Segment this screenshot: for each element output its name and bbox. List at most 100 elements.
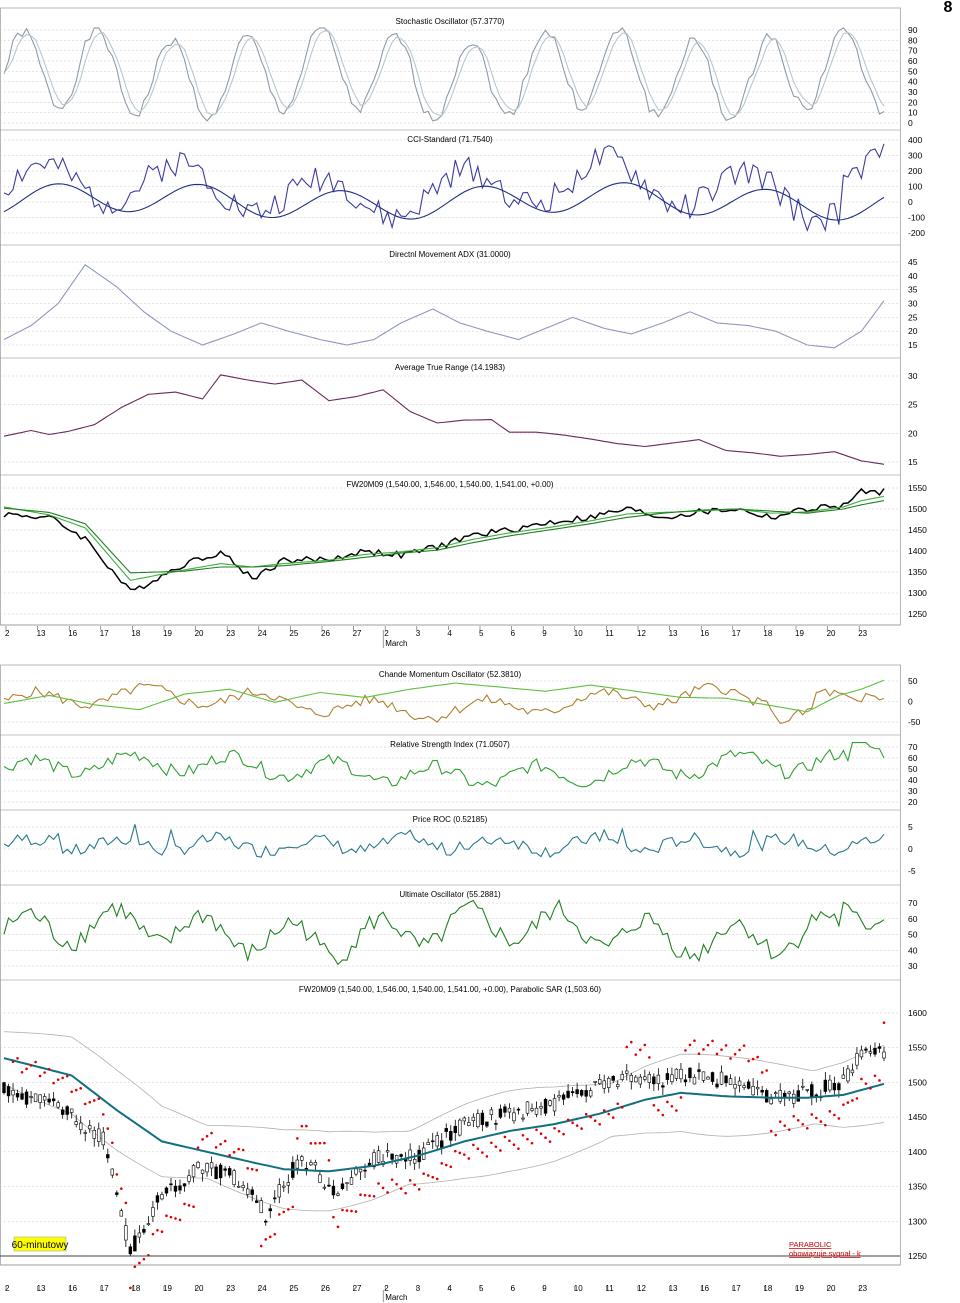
candle-body (264, 1220, 268, 1223)
sar-dot (205, 1134, 209, 1138)
candle-body (33, 1093, 38, 1102)
candle-body (24, 1091, 29, 1105)
candle-body (101, 1131, 105, 1146)
candle-body (56, 1102, 60, 1108)
candle-body (543, 1098, 548, 1114)
y-tick-label: 20 (908, 797, 918, 807)
sar-dot (431, 1175, 435, 1179)
candle-body (846, 1068, 850, 1082)
y-tick-label: 70 (908, 742, 918, 752)
sar-dot (629, 1040, 633, 1044)
candle-body (345, 1182, 349, 1184)
sar-dot (747, 1059, 750, 1063)
candle-body (498, 1108, 503, 1118)
candle-body (300, 1156, 304, 1161)
x-tick-label: 18 (763, 629, 772, 638)
candle-body (390, 1153, 394, 1160)
sar-dot (535, 1128, 538, 1132)
sar-dot (512, 1143, 516, 1147)
candle-body (440, 1140, 444, 1148)
candle-body (670, 1074, 674, 1082)
month-label: March (385, 1293, 407, 1302)
sar-dot (88, 1100, 92, 1104)
x-tick-label: 18 (131, 1284, 140, 1293)
sar-dot (435, 1177, 439, 1181)
y-tick-label: 50 (908, 930, 918, 940)
x-tick-label: 2 (384, 1284, 389, 1293)
parabolic-label-text: obowiązuje sygnał - k (789, 1249, 861, 1258)
candle-body (674, 1068, 679, 1079)
candle-body (182, 1183, 187, 1187)
sar-dot (643, 1043, 647, 1047)
cmo-avg-line (3, 679, 885, 713)
candle-body (625, 1070, 629, 1074)
sar-dot (878, 1079, 881, 1082)
sar-dot (738, 1048, 741, 1052)
y-tick-label: 80 (908, 35, 918, 45)
sar-dot (517, 1147, 520, 1150)
candle-body (634, 1076, 638, 1083)
candle-body (548, 1100, 552, 1106)
sar-dot (467, 1157, 471, 1160)
y-tick-label: 50 (908, 764, 918, 774)
sar-dot (625, 1045, 629, 1049)
sar-dot (769, 1129, 773, 1133)
candle-body (137, 1232, 142, 1238)
x-tick-label: 27 (353, 629, 362, 638)
candle-body (882, 1051, 886, 1059)
sar-dot (440, 1162, 444, 1165)
candle-body (376, 1150, 381, 1163)
sar-dot (526, 1137, 529, 1141)
sar-dot (846, 1101, 850, 1104)
sar-dot (165, 1214, 168, 1218)
x-tick-label: 11 (605, 629, 614, 638)
sar-dot (70, 1090, 73, 1094)
candle-body (372, 1152, 376, 1168)
sar-dot (83, 1102, 87, 1106)
sar-dot (562, 1132, 565, 1136)
candle-body (792, 1093, 796, 1104)
sar-dot (693, 1039, 696, 1042)
candle-body (643, 1076, 647, 1080)
sar-dot (521, 1133, 525, 1137)
lower-frame (0, 664, 901, 1266)
candle-body (435, 1135, 439, 1147)
candle-body (873, 1047, 877, 1055)
sar-dot (120, 1187, 123, 1190)
sar-dot (842, 1103, 845, 1106)
candle-body (539, 1106, 543, 1109)
sar-dot (61, 1076, 64, 1080)
candle-body (309, 1162, 313, 1166)
sar-dot (115, 1173, 119, 1176)
sar-dot (824, 1123, 827, 1127)
sar-dot (611, 1116, 615, 1119)
y-tick-label: 45 (908, 257, 918, 267)
sar-dot (679, 1096, 683, 1099)
y-tick-label: 50 (908, 676, 918, 686)
sar-dot (381, 1186, 385, 1190)
sar-dot (372, 1194, 376, 1198)
y-tick-label: 1300 (908, 1216, 927, 1226)
x-tick-label: 10 (574, 1284, 583, 1293)
candle-body (304, 1167, 309, 1170)
price-ma_slow-line (3, 500, 885, 574)
sar-dot (589, 1115, 592, 1119)
y-tick-label: 20 (908, 326, 918, 336)
candle-body (769, 1098, 773, 1105)
candle-body (629, 1075, 633, 1082)
sar-dot (539, 1132, 543, 1136)
sar-dot (490, 1141, 493, 1145)
sar-dot (282, 1210, 286, 1214)
y-tick-label: 25 (908, 400, 918, 410)
candle-body (579, 1090, 584, 1096)
candle-body (286, 1182, 291, 1186)
sar-dot (52, 1081, 55, 1085)
sar-dot (74, 1088, 78, 1092)
candle-body (15, 1093, 20, 1098)
sar-dot (702, 1048, 705, 1051)
sar-dot (792, 1114, 796, 1118)
x-tick-label: 17 (732, 1284, 741, 1293)
candle-body (724, 1075, 728, 1084)
x-tick-label: 23 (858, 629, 867, 638)
sar-dot (359, 1193, 362, 1197)
